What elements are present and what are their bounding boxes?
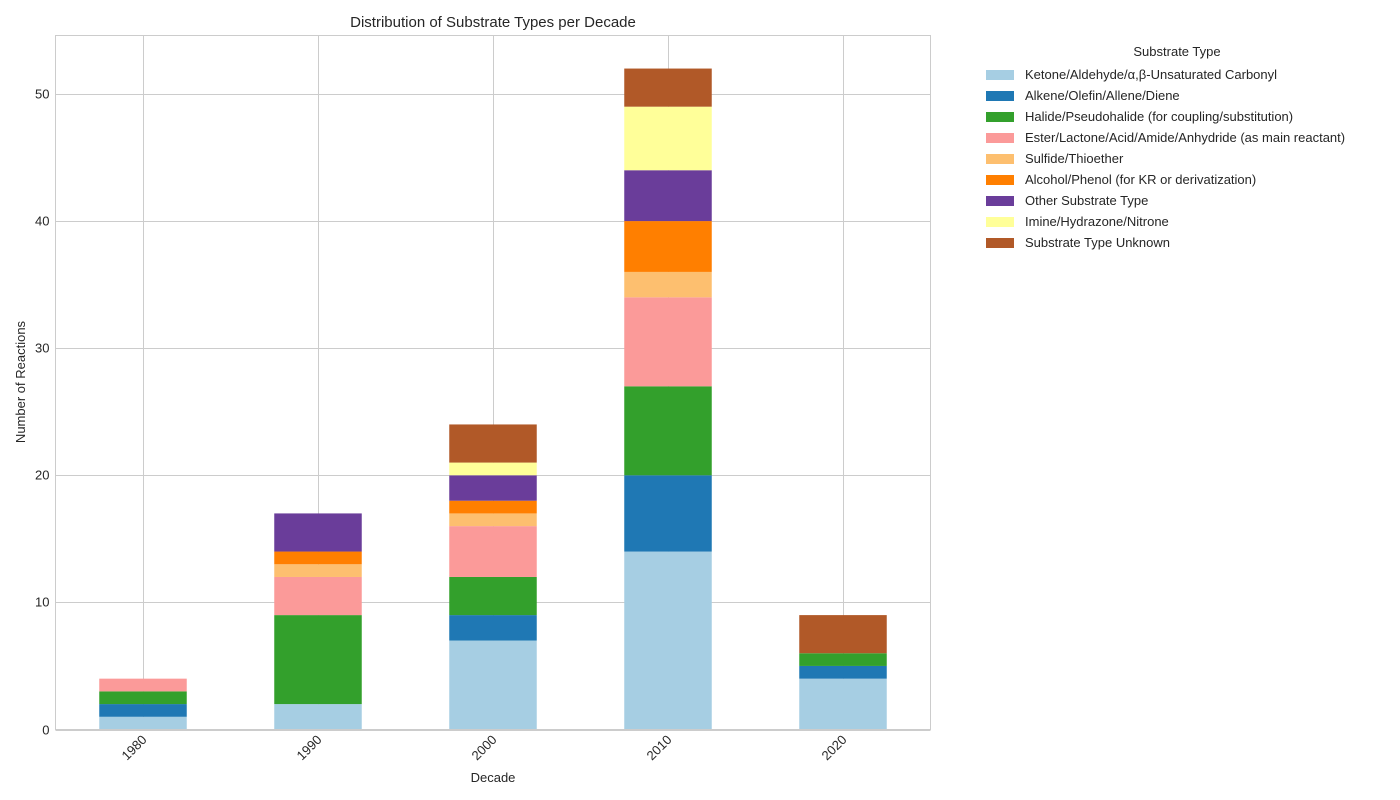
tick-labels: 0 10 20 30 40 50 1980 1990 2000 2010 2020 bbox=[35, 87, 850, 764]
legend-item: Other Substrate Type bbox=[986, 190, 1386, 211]
legend-label: Alcohol/Phenol (for KR or derivatization… bbox=[1025, 172, 1257, 187]
bar-segment bbox=[449, 640, 537, 730]
bar-segment bbox=[449, 424, 537, 463]
bar-segment bbox=[99, 691, 187, 705]
bar-segment bbox=[99, 716, 187, 730]
legend-label: Sulfide/Thioether bbox=[1025, 151, 1124, 166]
bar-segment bbox=[624, 68, 712, 107]
bars bbox=[99, 68, 887, 730]
y-tick-label: 10 bbox=[35, 595, 49, 610]
y-tick-label: 40 bbox=[35, 214, 49, 229]
bar-segment bbox=[274, 704, 362, 730]
legend-label: Halide/Pseudohalide (for coupling/substi… bbox=[1025, 109, 1294, 124]
bar-segment bbox=[799, 678, 887, 730]
bar-segment bbox=[99, 704, 187, 717]
bar-segment bbox=[449, 576, 537, 616]
bar-segment bbox=[624, 271, 712, 298]
y-tick-label: 0 bbox=[42, 723, 49, 738]
legend-label: Substrate Type Unknown bbox=[1025, 235, 1171, 250]
bar-segment bbox=[624, 170, 712, 222]
legend-title: Substrate Type bbox=[1133, 44, 1221, 59]
legend-swatch bbox=[986, 132, 1014, 143]
bar-segment bbox=[449, 526, 537, 577]
bar-segment bbox=[449, 513, 537, 527]
legend-item: Alkene/Olefin/Allene/Diene bbox=[986, 85, 1386, 106]
y-tick-label: 30 bbox=[35, 341, 49, 356]
bar-segment bbox=[449, 475, 537, 501]
legend-swatch bbox=[986, 174, 1014, 185]
legend-label: Ester/Lactone/Acid/Amide/Anhydride (as m… bbox=[1025, 130, 1346, 145]
bar-segment bbox=[624, 297, 712, 387]
bar-segment bbox=[799, 615, 887, 654]
chart-title: Distribution of Substrate Types per Deca… bbox=[350, 14, 636, 31]
legend-swatch bbox=[986, 195, 1014, 206]
legend-label: Ketone/Aldehyde/α,β-Unsaturated Carbonyl bbox=[1025, 67, 1278, 82]
bar-segment bbox=[449, 500, 537, 514]
legend-swatch bbox=[986, 111, 1014, 122]
legend-item: Imine/Hydrazone/Nitrone bbox=[986, 211, 1386, 232]
bar-segment bbox=[799, 665, 887, 679]
bar-segment bbox=[274, 615, 362, 705]
y-tick-label: 50 bbox=[35, 87, 49, 102]
legend-label: Alkene/Olefin/Allene/Diene bbox=[1025, 88, 1180, 103]
legend-label: Other Substrate Type bbox=[1025, 193, 1149, 208]
x-tick-label: 2020 bbox=[819, 732, 850, 763]
x-tick-label: 1980 bbox=[119, 732, 150, 763]
bar-segment bbox=[274, 576, 362, 616]
legend-items: Ketone/Aldehyde/α,β-Unsaturated Carbonyl… bbox=[986, 64, 1386, 253]
bar-segment bbox=[99, 678, 187, 692]
legend-item: Alcohol/Phenol (for KR or derivatization… bbox=[986, 169, 1386, 190]
bar-segment bbox=[624, 551, 712, 730]
legend-swatch bbox=[986, 216, 1014, 227]
legend-item: Substrate Type Unknown bbox=[986, 232, 1386, 253]
legend: Substrate Type Ketone/Aldehyde/α,β-Unsat… bbox=[986, 44, 1386, 253]
bar-segment bbox=[624, 221, 712, 272]
bar-segment bbox=[799, 653, 887, 666]
legend-swatch bbox=[986, 237, 1014, 248]
y-axis-label: Number of Reactions bbox=[13, 320, 28, 443]
legend-swatch bbox=[986, 90, 1014, 101]
x-axis-label: Decade bbox=[471, 770, 516, 785]
legend-label: Imine/Hydrazone/Nitrone bbox=[1025, 214, 1169, 229]
plot-frame bbox=[55, 35, 931, 730]
bar-segment bbox=[449, 615, 537, 641]
legend-swatch bbox=[986, 153, 1014, 164]
bar-segment bbox=[274, 551, 362, 565]
bar-segment bbox=[624, 106, 712, 171]
legend-item: Sulfide/Thioether bbox=[986, 148, 1386, 169]
x-tick-label: 1990 bbox=[294, 732, 325, 763]
legend-item: Halide/Pseudohalide (for coupling/substi… bbox=[986, 106, 1386, 127]
bar-segment bbox=[274, 513, 362, 552]
legend-item: Ketone/Aldehyde/α,β-Unsaturated Carbonyl bbox=[986, 64, 1386, 85]
legend-swatch bbox=[986, 69, 1014, 80]
bar-segment bbox=[624, 475, 712, 552]
bar-segment bbox=[624, 386, 712, 476]
bar-segment bbox=[274, 564, 362, 577]
x-tick-label: 2010 bbox=[644, 732, 675, 763]
y-tick-label: 20 bbox=[35, 468, 49, 483]
bar-segment bbox=[449, 462, 537, 476]
legend-item: Ester/Lactone/Acid/Amide/Anhydride (as m… bbox=[986, 127, 1386, 148]
x-tick-label: 2000 bbox=[469, 732, 500, 763]
